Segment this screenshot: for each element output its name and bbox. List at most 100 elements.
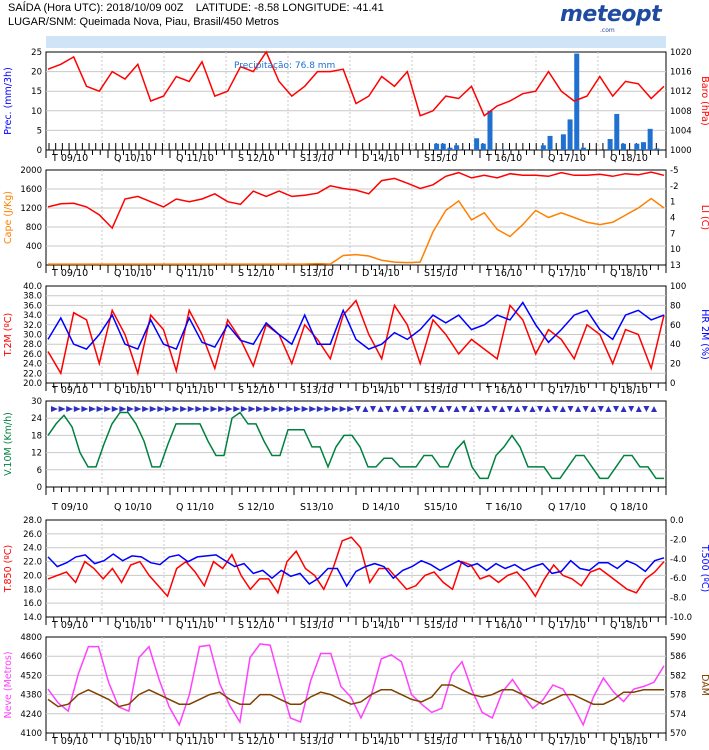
cape-line — [48, 197, 665, 265]
panel-2-left-tick: 38.0 — [23, 292, 42, 302]
panel-0-date-label: S13/10 — [300, 153, 333, 164]
panel-1-left-tick: 400 — [26, 242, 42, 252]
wind-direction-arrow — [582, 406, 589, 412]
panel-4-date-label: Q 17/10 — [548, 620, 586, 631]
wind-direction-arrow — [521, 406, 528, 412]
panel-5-frame — [45, 636, 667, 734]
panel-3-date-label: S 12/10 — [238, 502, 274, 513]
panel-3-date-label: T 09/10 — [51, 502, 88, 513]
cloud-strip — [46, 36, 666, 48]
panel-3-left-tick: 18 — [31, 431, 42, 441]
wind-direction-arrow — [514, 406, 521, 412]
wind-direction-arrow — [483, 406, 490, 412]
panel-3-date-label: D 14/10 — [362, 502, 400, 513]
panel-4-date-label: D 14/10 — [362, 620, 400, 631]
logo: meteopt — [560, 2, 662, 27]
wind-direction-arrow — [218, 406, 226, 412]
panel-5-date-label: D 14/10 — [362, 736, 400, 747]
panel-1-left-tick: 1200 — [20, 204, 42, 214]
panel-3-date-label: Q 10/10 — [114, 502, 152, 513]
panel-0-left-tick: 25 — [31, 48, 42, 58]
wind-direction-arrow — [643, 406, 650, 412]
panel-1-right-tick: 1 — [670, 198, 675, 208]
t2m-line — [47, 299, 665, 377]
panel-2-date-label: T 16/10 — [485, 385, 522, 396]
wind-direction-arrow — [354, 406, 361, 412]
wind-direction-arrow — [149, 406, 157, 412]
panel-2-left-tick: 20.0 — [23, 379, 42, 389]
wind-direction-arrow — [309, 406, 317, 412]
panel-1-date-label: Q 18/10 — [610, 268, 648, 279]
panel-2-date-label: S15/10 — [424, 385, 457, 396]
precip-bar — [454, 145, 460, 150]
panel-5-left-tick: 4800 — [20, 633, 42, 643]
wind-direction-arrow — [88, 406, 96, 412]
panel-2-right-tick: 60 — [670, 321, 681, 331]
wind-direction-arrow — [271, 406, 279, 412]
wind-direction-arrow — [157, 406, 165, 412]
wind-direction-arrow — [51, 406, 58, 412]
wind-direction-arrow — [187, 406, 195, 412]
panel-4-right-tick: -4.0 — [670, 555, 687, 565]
panel-0-date-label: Q 18/10 — [610, 153, 648, 164]
rh2m-line — [47, 301, 665, 351]
panel-4-right-tick: -8.0 — [670, 594, 687, 604]
wind-direction-arrow — [301, 406, 309, 412]
wind-direction-arrow — [119, 406, 127, 412]
wind-direction-arrow — [499, 406, 506, 412]
panel-4-date-label: S15/10 — [424, 620, 457, 631]
wind-direction-arrow — [544, 406, 551, 412]
wind-direction-arrow — [240, 406, 248, 412]
panel-4-date-label: S 12/10 — [238, 620, 274, 631]
panel-2-right-tick: 100 — [670, 282, 686, 292]
li-line — [47, 171, 665, 230]
panel-3-left-tick: 12 — [31, 449, 42, 459]
panel-2-date-label: T 09/10 — [51, 385, 88, 396]
panel-2-right-tick: 20 — [670, 360, 681, 370]
panel-5-date-label: S 12/10 — [238, 736, 274, 747]
panel-4-date-label: T 09/10 — [51, 620, 88, 631]
panel-0-date-label: Q 11/10 — [176, 153, 214, 164]
panel-4-left-tick: 18.0 — [23, 585, 42, 595]
wind-direction-arrow — [377, 406, 384, 412]
panel-5-date-label: Q 17/10 — [548, 736, 586, 747]
panel-0-left-tick: 15 — [31, 87, 42, 97]
wind-direction-arrow — [651, 406, 657, 412]
panel-5-date-label: S15/10 — [424, 736, 457, 747]
precip-bar — [620, 143, 626, 150]
wind-direction-arrow — [461, 406, 468, 412]
panel-0-left-tick: 0 — [37, 146, 42, 156]
wind-direction-arrow — [597, 406, 604, 412]
wind-direction-arrow — [407, 406, 414, 412]
panel-2-left-axis-label: T.2M (ºC) — [3, 313, 14, 357]
wind-direction-arrow — [628, 406, 635, 412]
panel-2-date-label: S13/10 — [300, 385, 333, 396]
panel-4-right-tick: 0.0 — [670, 516, 684, 526]
panel-0-date-label: Q 10/10 — [114, 153, 152, 164]
location-info: LUGAR/SNM: Queimada Nova, Piau, Brasil/4… — [8, 16, 279, 28]
wind-direction-arrow — [620, 406, 627, 412]
panel-3-date-label: Q 17/10 — [548, 502, 586, 513]
wind-direction-arrow — [423, 406, 430, 412]
panel-2-left-tick: 26.0 — [23, 350, 42, 360]
pressure-line — [47, 50, 665, 117]
panel-0-left-tick: 5 — [37, 126, 42, 136]
panel-0-date-label: T 16/10 — [485, 153, 522, 164]
panel-5-left-tick: 4520 — [20, 671, 42, 681]
panel-1-right-tick: 10 — [670, 245, 681, 255]
wind-direction-arrow — [430, 406, 437, 412]
wind-direction-arrow — [180, 406, 188, 412]
precip-bar — [614, 113, 620, 150]
panel-0-right-tick: 1016 — [670, 68, 692, 78]
wind-direction-arrow — [134, 406, 142, 412]
panel-1-right-axis-label: LI (C) — [699, 205, 709, 230]
wind-direction-arrow — [294, 406, 302, 412]
panel-1-left-tick: 1600 — [20, 185, 42, 195]
panel-2-date-label: Q 17/10 — [548, 385, 586, 396]
wind-direction-arrow — [172, 406, 180, 412]
panel-4-right-tick: -2.0 — [670, 535, 687, 545]
panel-1-right-tick: -2 — [670, 182, 678, 192]
panel-4-left-axis-label: T.850 (ºC) — [3, 545, 14, 593]
geopotential-line — [47, 684, 664, 708]
